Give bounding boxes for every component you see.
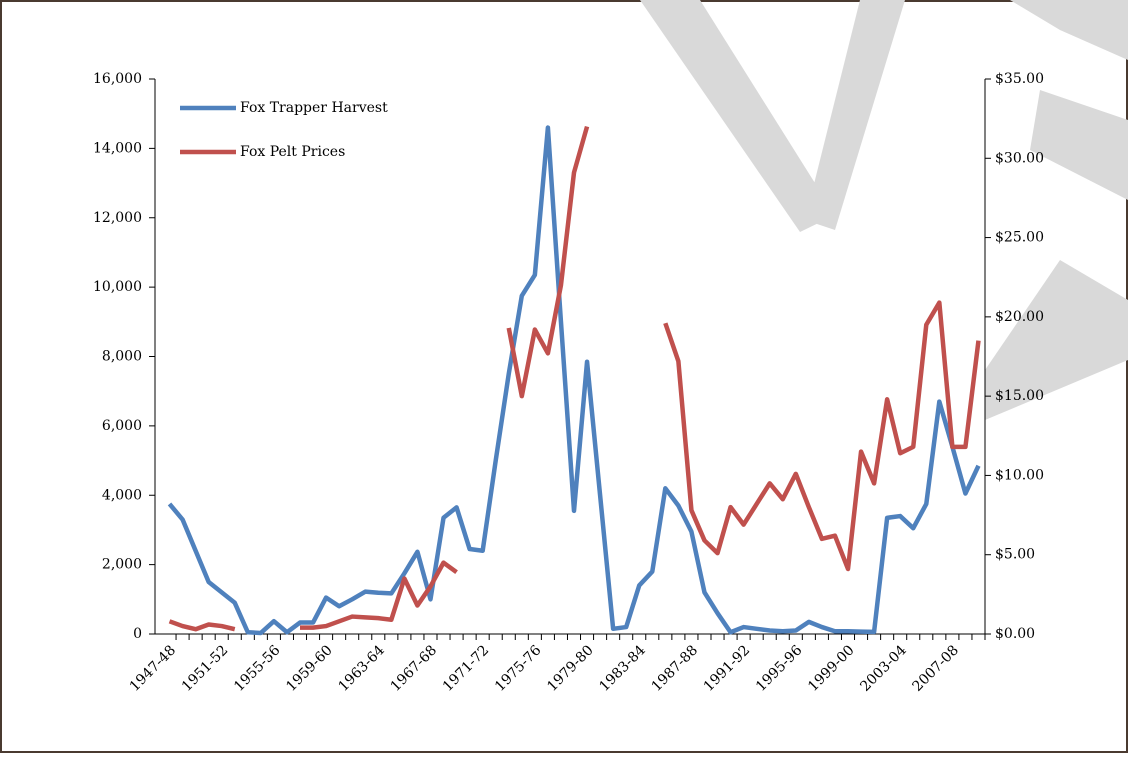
y-tick-label: 0 [133, 626, 142, 642]
watermark-stroke [805, 0, 905, 230]
y-tick-label: 4,000 [102, 487, 142, 503]
y2-tick-label: $15.00 [995, 388, 1044, 404]
y-tick-label: 10,000 [93, 279, 142, 295]
watermark-stroke [640, 0, 835, 232]
y2-tick-label: $0.00 [995, 626, 1035, 642]
watermark [640, 0, 1128, 420]
y2-tick-label: $10.00 [995, 467, 1044, 483]
y2-tick-label: $20.00 [995, 309, 1044, 325]
y-tick-label: 14,000 [93, 140, 142, 156]
y-tick-label: 2,000 [102, 557, 142, 573]
y-tick-label: 16,000 [93, 71, 142, 87]
y2-tick-label: $5.00 [995, 547, 1035, 563]
y2-tick-label: $30.00 [995, 150, 1044, 166]
y-tick-label: 6,000 [102, 418, 142, 434]
y-tick-label: 8,000 [102, 349, 142, 365]
watermark-stroke [1010, 0, 1128, 60]
y2-tick-label: $25.00 [995, 230, 1044, 246]
series-line [168, 125, 981, 632]
y-tick-label: 12,000 [93, 210, 142, 226]
watermark-stroke [1030, 90, 1128, 200]
legend-label: Fox Trapper Harvest [240, 100, 388, 116]
series-line [167, 125, 981, 636]
legend-label: Fox Pelt Prices [240, 144, 345, 160]
y2-tick-label: $35.00 [995, 71, 1044, 87]
watermark-stroke [985, 260, 1128, 420]
